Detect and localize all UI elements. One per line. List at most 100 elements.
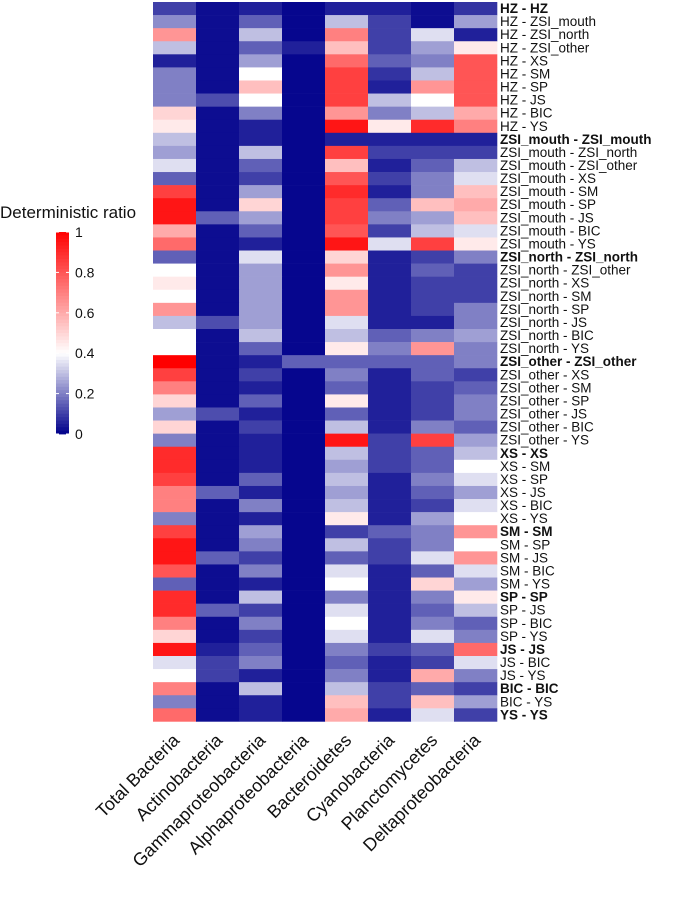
legend-gradient-step	[56, 413, 69, 418]
heatmap-cell	[196, 551, 240, 565]
row-label: ZSI_mouth - SP	[500, 197, 596, 212]
row-label: SM - SM	[500, 524, 553, 539]
heatmap-cell	[454, 472, 498, 487]
row-label: ZSI_mouth - ZSI_north	[500, 145, 637, 160]
heatmap-cell	[411, 80, 455, 94]
heatmap-cell	[196, 446, 240, 461]
heatmap-cell	[368, 525, 412, 539]
heatmap-cell	[239, 302, 283, 317]
heatmap-cell	[282, 329, 326, 343]
heatmap-cell	[153, 682, 197, 696]
heatmap-cell	[196, 459, 240, 474]
legend-gradient-step	[56, 299, 69, 304]
heatmap-cell	[454, 302, 498, 317]
heatmap-cell	[454, 67, 498, 81]
heatmap-cell	[368, 381, 412, 395]
heatmap-cell	[239, 289, 283, 304]
heatmap-cell	[153, 564, 197, 578]
heatmap-cell	[368, 106, 412, 121]
heatmap-cell	[282, 446, 326, 461]
heatmap-cell	[325, 512, 369, 526]
heatmap-cell	[454, 459, 498, 474]
heatmap-cell	[368, 211, 412, 225]
heatmap-cell	[239, 472, 283, 487]
heatmap-cell	[454, 616, 498, 631]
heatmap-cell	[325, 629, 369, 644]
heatmap-cell	[368, 695, 412, 709]
heatmap-cell	[411, 656, 455, 670]
heatmap-cell	[325, 198, 369, 212]
heatmap-cell	[454, 54, 498, 68]
heatmap-cell	[196, 41, 240, 55]
heatmap-cell	[239, 237, 283, 251]
row-label: ZSI_mouth - BIC	[500, 223, 601, 238]
heatmap-cell	[411, 145, 455, 160]
heatmap-cell	[454, 577, 498, 591]
heatmap-cell	[325, 616, 369, 631]
heatmap-cell	[454, 669, 498, 683]
heatmap-cell	[239, 132, 283, 147]
heatmap-cell	[325, 237, 369, 251]
heatmap-cell	[368, 329, 412, 343]
heatmap-cell	[153, 551, 197, 565]
heatmap-cell	[411, 158, 455, 173]
heatmap-cell	[282, 54, 326, 68]
legend-tick-label: 0.8	[75, 264, 95, 280]
heatmap-cell	[239, 394, 283, 408]
heatmap-cell	[239, 708, 283, 722]
heatmap-cell	[282, 158, 326, 173]
heatmap-cell	[325, 224, 369, 238]
heatmap-cell	[239, 512, 283, 526]
legend-gradient-step	[56, 282, 69, 287]
heatmap-cell	[153, 446, 197, 461]
heatmap-cell	[196, 472, 240, 487]
heatmap-cell	[454, 237, 498, 251]
heatmap-cell	[282, 472, 326, 487]
legend-gradient-step	[56, 430, 69, 435]
heatmap-cell	[411, 289, 455, 304]
heatmap-cell	[411, 2, 455, 16]
heatmap-cell	[454, 420, 498, 434]
heatmap-cell	[411, 93, 455, 107]
legend-gradient-step	[56, 346, 69, 351]
heatmap-cell	[411, 499, 455, 513]
heatmap-cell	[239, 603, 283, 618]
heatmap-cell	[282, 106, 326, 121]
heatmap-cell	[282, 289, 326, 304]
legend-gradient-step	[56, 255, 69, 260]
heatmap-cell	[282, 669, 326, 683]
heatmap-cell	[454, 642, 498, 657]
heatmap-cell	[282, 459, 326, 474]
heatmap-cell	[454, 394, 498, 408]
heatmap-cell	[153, 642, 197, 657]
heatmap-cell	[153, 590, 197, 604]
heatmap-cell	[325, 302, 369, 317]
row-label: ZSI_other - BIC	[500, 420, 594, 435]
heatmap-cell	[325, 407, 369, 421]
heatmap-cell	[325, 485, 369, 500]
heatmap-cell	[239, 185, 283, 199]
heatmap-cell	[196, 656, 240, 670]
heatmap-cell	[368, 41, 412, 55]
row-label: SM - JS	[500, 550, 548, 565]
heatmap-cell	[282, 512, 326, 526]
row-label: ZSI_other - SP	[500, 393, 589, 408]
row-label: ZSI_north - ZSI_other	[500, 263, 631, 278]
legend-gradient-step	[56, 285, 69, 290]
heatmap-cell	[411, 512, 455, 526]
heatmap-cell	[325, 564, 369, 578]
heatmap-cell	[239, 669, 283, 683]
heatmap-cell	[368, 485, 412, 500]
heatmap-cell	[153, 525, 197, 539]
heatmap-cell	[454, 198, 498, 212]
heatmap-cell	[196, 2, 240, 16]
heatmap-cell	[325, 172, 369, 186]
heatmap-cell	[368, 407, 412, 421]
heatmap-cell	[282, 433, 326, 448]
heatmap-cell	[239, 564, 283, 578]
heatmap-cell	[196, 54, 240, 68]
heatmap-cell	[153, 250, 197, 264]
heatmap-cell	[153, 433, 197, 448]
heatmap-cell	[411, 525, 455, 539]
